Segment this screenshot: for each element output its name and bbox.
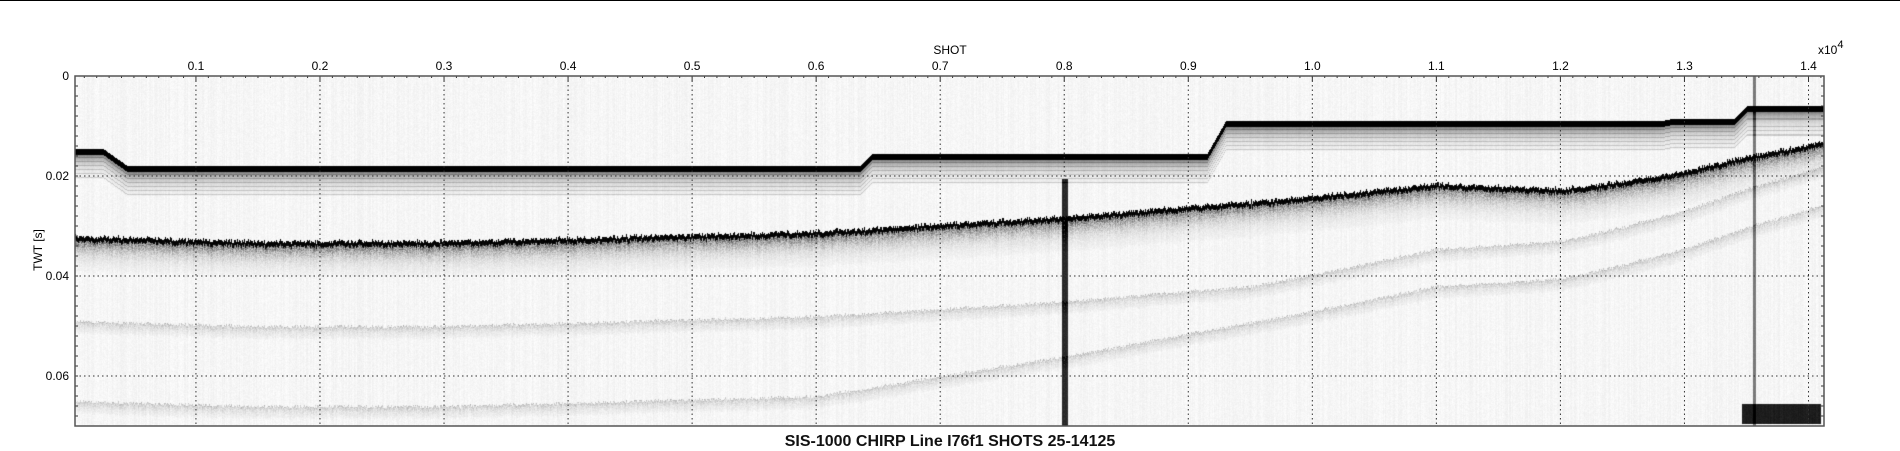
plot-frame [74, 75, 1825, 427]
x-tick-label: 0.8 [1056, 59, 1073, 73]
tick-marks [75, 76, 1824, 417]
chart-title: SIS-1000 CHIRP Line I76f1 SHOTS 25-14125 [784, 433, 1116, 450]
grid-lines [75, 76, 1824, 426]
x-tick-label: 0.1 [188, 59, 205, 73]
top-border [0, 0, 1900, 1]
x-tick-label: 1.1 [1428, 59, 1445, 73]
x-tick-label: 0.9 [1180, 59, 1197, 73]
x-axis-label: SHOT [933, 43, 967, 57]
seismic-section-image [75, 76, 1824, 426]
x-tick-label: 0.7 [932, 59, 949, 73]
x-tick-label: 0.2 [312, 59, 329, 73]
x-tick-label: 0.6 [808, 59, 825, 73]
x-tick-label: 0.5 [684, 59, 701, 73]
x-tick-label: 1.2 [1552, 59, 1569, 73]
x-multiplier: x104 [1818, 39, 1843, 57]
x-tick-label: 1.0 [1304, 59, 1321, 73]
x-tick-label: 0.4 [560, 59, 577, 73]
y-axis-label: TWT [s] [31, 229, 45, 271]
x-tick-label: 0.3 [436, 59, 453, 73]
y-tick-label: 0.06 [46, 369, 70, 383]
y-tick-label: 0 [62, 69, 69, 83]
y-tick-label: 0.04 [46, 269, 70, 283]
tick-labels: 0.1 0.2 0.3 0.4 0.5 0.6 0.7 0.8 0.9 1.0 1.1 1.2 1.3 1… [46, 59, 1818, 383]
y-tick-label: 0.02 [46, 169, 70, 183]
x-tick-label: 1.4 [1800, 59, 1817, 73]
x-tick-label: 1.3 [1676, 59, 1693, 73]
